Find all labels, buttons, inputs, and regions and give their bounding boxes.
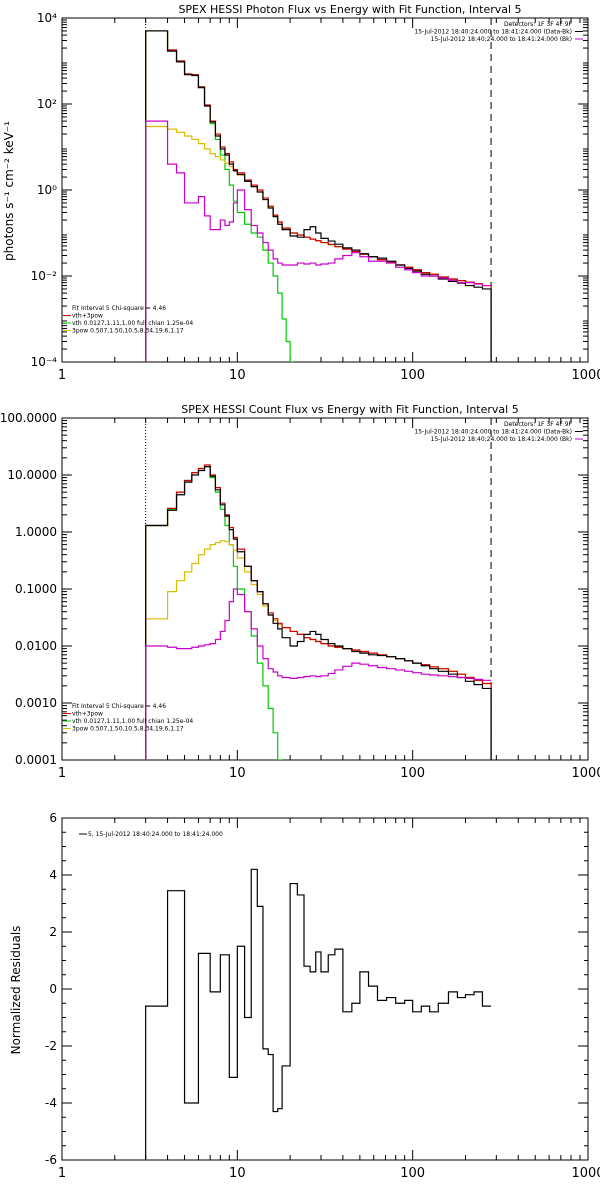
count-flux-title: SPEX HESSI Count Flux vs Energy with Fit…: [181, 403, 518, 416]
x-tick-label: 1: [58, 368, 66, 383]
y-tick-label: 1.0000: [15, 525, 57, 539]
y-tick-label: 10⁻⁴: [31, 355, 58, 369]
y-tick-label: 0: [49, 982, 57, 996]
y-tick-label: -6: [45, 1153, 57, 1167]
y-tick-label: 0.0100: [15, 639, 57, 653]
series-line-4: [145, 588, 492, 760]
x-tick-label: 100: [400, 368, 425, 383]
series-line-4: [145, 120, 492, 362]
legend-entry: Detectors: 1F 3F 4F 9F: [504, 21, 573, 28]
x-tick-label: 1: [58, 766, 66, 781]
x-tick-label: 10: [229, 1166, 246, 1181]
count-flux-axes: 1 10 100 1000 0.0001 0.0010 0.0100 0.1000 1.0000…: [0, 411, 600, 781]
legend-entry: 15-Jul-2012 18:40:24.000 to 18:41:24.000…: [431, 436, 572, 443]
legend-entry: Fit Interval 5 Chi-square = 4.46: [72, 305, 166, 312]
x-tick-label: 1000: [571, 766, 600, 781]
legend-entry: 15-Jul-2012 18:40:24.000 to 18:41:24.000…: [414, 429, 572, 436]
y-tick-label: 6: [49, 811, 57, 825]
y-tick-label: 2: [49, 925, 57, 939]
x-tick-label: 1000: [571, 1166, 600, 1181]
x-tick-label: 1000: [571, 368, 600, 383]
y-tick-label: 0.1000: [15, 582, 57, 596]
y-tick-label: 10⁻²: [31, 269, 58, 283]
legend-entry: Fit Interval 5 Chi-square = 4.46: [72, 703, 166, 710]
y-tick-label: 0.0010: [15, 696, 57, 710]
y-tick-label: 100.0000: [0, 411, 57, 425]
legend-entry: 3pow 0.507,1.50,10.5,8.34,19.6,1.17: [72, 726, 184, 733]
count-flux-series: [145, 418, 492, 760]
photon-flux-title: SPEX HESSI Photon Flux vs Energy with Fi…: [178, 3, 521, 16]
count-flux-panel: SPEX HESSI Count Flux vs Energy with Fit…: [0, 403, 600, 781]
legend-entry: vth 0.0127,1.11,1.00 full chian 1.25e-04: [72, 320, 193, 327]
y-tick-label: 10.0000: [7, 468, 57, 482]
photon-flux-axes: 1 10 100 1000 10⁻⁴ 10⁻² 10⁰ 10² 10⁴: [31, 11, 600, 383]
residuals-axes: 1 10 100 1000 -6 -4 -2 0 2 4 6: [45, 811, 600, 1181]
residuals-legends: 5, 15-Jul-2012 18:40:24.000 to 18:41:24.…: [79, 831, 223, 838]
x-tick-label: 10: [229, 766, 246, 781]
x-tick-label: 1: [58, 1166, 66, 1181]
series-line-3: [145, 466, 492, 760]
y-tick-label: -2: [45, 1039, 57, 1053]
legend-entry: vth+3pow: [72, 711, 103, 718]
legend-entry: 15-Jul-2012 18:40:24.000 to 18:41:24.000…: [414, 29, 572, 36]
y-tick-label: -4: [45, 1096, 57, 1110]
y-tick-label: 10⁴: [37, 11, 57, 25]
legend-entry: 5, 15-Jul-2012 18:40:24.000 to 18:41:24.…: [88, 831, 223, 838]
photon-flux-panel: SPEX HESSI Photon Flux vs Energy with Fi…: [2, 3, 600, 383]
residuals-panel: Normalized Residuals 1 10 100 1000 -6 -4 -2 0 2 4…: [9, 811, 600, 1181]
legend-entry: 3pow 0.507,1.50,10.5,8.34,19.6,1.17: [72, 328, 184, 335]
photon-flux-series: [145, 18, 492, 362]
legend-entry: vth 0.0127,1.11,1.00 full chian 1.25e-04: [72, 718, 193, 725]
legend-entry: vth+3pow: [72, 313, 103, 320]
y-tick-label: 0.0001: [15, 753, 57, 767]
legend-entry: 15-Jul-2012 18:40:24.000 to 18:41:24.000…: [431, 36, 572, 43]
x-tick-label: 100: [400, 1166, 425, 1181]
series-line-0: [145, 868, 492, 1160]
residuals-series: [145, 868, 492, 1160]
x-tick-label: 100: [400, 766, 425, 781]
x-tick-label: 10: [229, 368, 246, 383]
residuals-y-axis-label: Normalized Residuals: [9, 926, 23, 1055]
photon-flux-y-axis-label: photons s⁻¹ cm⁻² keV⁻¹: [2, 121, 16, 261]
y-tick-label: 10⁰: [37, 183, 57, 197]
legend-entry: Detectors: 1F 3F 4F 9F: [504, 421, 573, 428]
y-tick-label: 4: [49, 868, 57, 882]
y-tick-label: 10²: [37, 97, 57, 111]
